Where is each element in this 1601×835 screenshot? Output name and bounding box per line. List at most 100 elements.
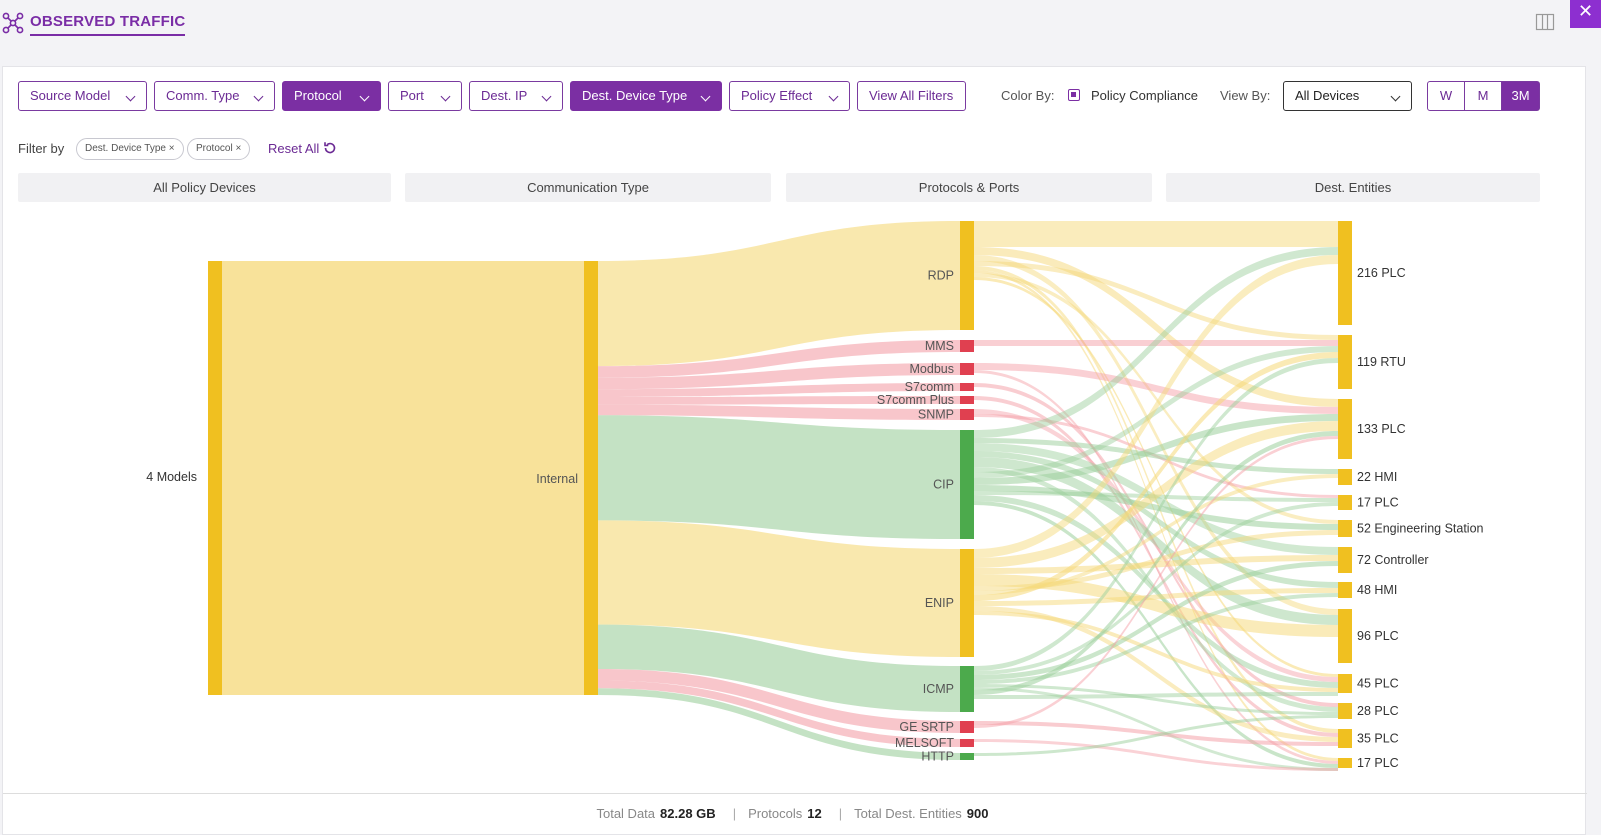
destination-node[interactable] [1338, 520, 1352, 537]
flow-band[interactable] [974, 467, 1338, 712]
flow-band[interactable] [974, 261, 1338, 340]
destination-node[interactable] [1338, 729, 1352, 748]
flow-band[interactable] [974, 715, 1338, 756]
protocol-node[interactable] [960, 409, 974, 420]
flow-band[interactable] [598, 396, 960, 405]
flow-band[interactable] [974, 474, 1338, 595]
flow-band[interactable] [598, 363, 960, 390]
flow-band[interactable] [974, 485, 1338, 530]
flow-band[interactable] [974, 721, 1338, 746]
flow-band[interactable] [974, 593, 1338, 684]
flow-band[interactable] [598, 680, 960, 747]
flow-band[interactable] [974, 457, 1338, 625]
flow-band[interactable] [974, 409, 1338, 682]
flow-band[interactable] [974, 436, 1338, 728]
protocol-node[interactable] [960, 549, 974, 657]
destination-node[interactable] [1338, 703, 1352, 719]
source-node[interactable] [208, 261, 222, 695]
destination-node[interactable] [1338, 399, 1352, 459]
policy-effect-dropdown[interactable]: Policy Effect [729, 81, 850, 111]
flow-band[interactable] [598, 415, 960, 539]
flow-band[interactable] [974, 255, 1338, 615]
columns-icon[interactable] [1535, 12, 1555, 32]
flow-band[interactable] [974, 438, 1338, 474]
flow-band[interactable] [598, 404, 960, 420]
comm-type-node[interactable] [584, 261, 598, 695]
flow-band[interactable] [974, 561, 1338, 680]
flow-band[interactable] [974, 491, 1338, 502]
flow-band[interactable] [974, 352, 1338, 601]
flow-band[interactable] [974, 247, 1338, 438]
flow-band[interactable] [974, 421, 1338, 568]
protocol-node[interactable] [960, 430, 974, 539]
flow-band[interactable] [598, 668, 960, 733]
flow-band[interactable] [222, 261, 584, 695]
range-w-button[interactable]: W [1427, 81, 1465, 111]
flow-band[interactable] [974, 255, 1338, 558]
flow-band[interactable] [974, 443, 1338, 555]
protocol-node[interactable] [960, 396, 974, 404]
flow-band[interactable] [974, 340, 1338, 346]
close-icon[interactable]: × [168, 143, 175, 154]
destination-node[interactable] [1338, 221, 1352, 325]
policy-compliance-checkbox[interactable] [1068, 89, 1080, 101]
flow-band[interactable] [974, 266, 1338, 733]
flow-band[interactable] [598, 221, 960, 367]
protocol-node[interactable] [960, 363, 974, 375]
reset-icon[interactable] [322, 140, 338, 156]
flow-band[interactable] [598, 688, 960, 760]
flow-band[interactable] [974, 692, 1338, 699]
dest-device-type-dropdown[interactable]: Dest. Device Type [570, 81, 722, 111]
flow-band[interactable] [598, 624, 960, 712]
destination-node[interactable] [1338, 674, 1352, 693]
flow-band[interactable] [974, 502, 1338, 675]
flow-band[interactable] [974, 611, 1338, 692]
flow-band[interactable] [974, 501, 1338, 768]
range-m-button[interactable]: M [1464, 81, 1502, 111]
close-icon[interactable]: × [235, 143, 242, 154]
range-3m-button[interactable]: 3M [1501, 81, 1540, 111]
flow-band[interactable] [598, 520, 960, 657]
flow-band[interactable] [974, 270, 1338, 761]
protocol-node[interactable] [960, 753, 974, 760]
close-button[interactable]: ✕ [1570, 0, 1601, 28]
flow-band[interactable] [974, 383, 1338, 707]
flow-band[interactable] [974, 346, 1338, 478]
flow-band[interactable] [974, 431, 1338, 695]
destination-node[interactable] [1338, 582, 1352, 598]
view-by-select[interactable]: All Devices [1283, 81, 1412, 111]
filter-chip[interactable]: Protocol × [187, 138, 251, 160]
flow-band[interactable] [974, 606, 1338, 742]
flow-band[interactable] [974, 363, 1338, 414]
flow-band[interactable] [974, 588, 1338, 606]
flow-band[interactable] [598, 383, 960, 397]
source-model-dropdown[interactable]: Source Model [18, 81, 147, 111]
destination-node[interactable] [1338, 547, 1352, 573]
protocol-dropdown[interactable]: Protocol [282, 81, 381, 111]
flow-band[interactable] [974, 495, 1338, 688]
destination-node[interactable] [1338, 469, 1352, 485]
flow-band[interactable] [974, 451, 1338, 588]
protocol-node[interactable] [960, 383, 974, 391]
flow-band[interactable] [974, 574, 1338, 637]
flow-band[interactable] [974, 687, 1338, 771]
destination-node[interactable] [1338, 495, 1352, 510]
flow-band[interactable] [974, 684, 1338, 715]
protocol-node[interactable] [960, 666, 974, 712]
flow-band[interactable] [974, 273, 1338, 524]
view-all-filters-button[interactable]: View All Filters [857, 81, 966, 111]
flow-band[interactable] [974, 414, 1338, 485]
protocol-node[interactable] [960, 340, 974, 352]
flow-band[interactable] [974, 221, 1338, 247]
flow-band[interactable] [974, 358, 1338, 671]
destination-node[interactable] [1338, 335, 1352, 389]
flow-band[interactable] [974, 247, 1338, 407]
flow-band[interactable] [598, 340, 960, 378]
comm-type-dropdown[interactable]: Comm. Type [154, 81, 275, 111]
destination-node[interactable] [1338, 758, 1352, 768]
dest-ip-dropdown[interactable]: Dest. IP [469, 81, 563, 111]
protocol-node[interactable] [960, 221, 974, 330]
filter-chip[interactable]: Dest. Device Type × [76, 138, 184, 160]
protocol-node[interactable] [960, 721, 974, 733]
reset-all-link[interactable]: Reset All [268, 141, 320, 156]
